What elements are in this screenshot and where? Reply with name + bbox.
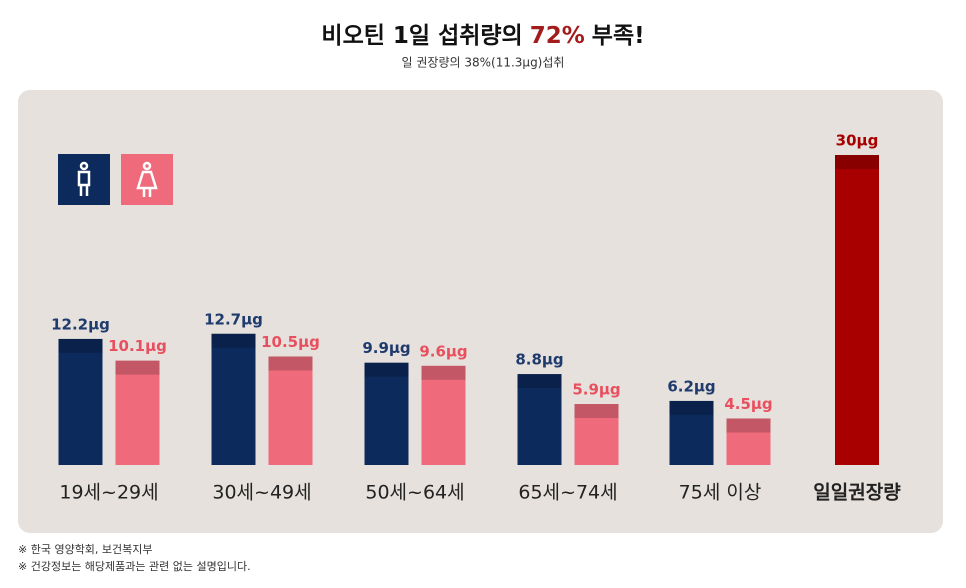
x-tick-label: 50세~64세	[365, 482, 464, 504]
value-label: 12.2μg	[51, 315, 110, 333]
bar-shade	[726, 418, 771, 433]
bar-shade	[58, 338, 103, 353]
bar	[364, 362, 409, 465]
x-tick-label: 일일권장량	[813, 482, 901, 504]
x-tick-label: 75세 이상	[679, 482, 762, 504]
value-label: 8.8μg	[515, 351, 563, 369]
bar-shade	[268, 356, 313, 371]
bar	[421, 365, 466, 465]
value-label: 5.9μg	[572, 381, 620, 399]
bar	[726, 418, 771, 465]
value-label: 30μg	[836, 132, 879, 150]
bar-shade	[574, 404, 619, 419]
title-part: 비오틴 1일 섭취량의	[321, 23, 522, 49]
female-icon-bg	[121, 154, 173, 205]
bar-shade	[115, 360, 160, 375]
bar-shade	[669, 400, 714, 415]
value-label: 4.5μg	[724, 395, 772, 413]
bar	[574, 404, 619, 465]
x-tick-label: 30세~49세	[212, 482, 311, 504]
bar	[115, 360, 160, 465]
bar-shade	[211, 333, 256, 348]
bar	[268, 356, 313, 465]
note: ※ 한국 영양학회, 보건복지부	[18, 543, 153, 556]
bar	[835, 155, 879, 465]
chart-title: 비오틴 1일 섭취량의 72% 부족!	[321, 23, 644, 49]
bar-shade	[421, 365, 466, 380]
value-label: 10.1μg	[108, 337, 167, 355]
bar	[669, 400, 714, 465]
title-highlight: 72%	[530, 23, 585, 49]
male-icon	[77, 161, 91, 196]
value-label: 10.5μg	[261, 333, 320, 351]
bar	[211, 333, 256, 465]
male-icon-bg	[58, 154, 110, 205]
bar-shade	[835, 155, 879, 169]
value-label: 12.7μg	[204, 310, 263, 328]
title-part: 부족!	[592, 23, 645, 49]
note: ※ 건강정보는 해당제품과는 관련 없는 설명입니다.	[18, 559, 251, 573]
x-tick-label: 19세~29세	[59, 482, 158, 504]
value-label: 9.6μg	[419, 342, 467, 360]
bar	[517, 374, 562, 465]
legend	[58, 154, 173, 205]
value-label: 6.2μg	[667, 377, 715, 395]
bar-shade	[364, 362, 409, 377]
bar	[58, 338, 103, 465]
chart-subtitle: 일 권장량의 38%(11.3μg)섭취	[402, 56, 565, 70]
bar-shade	[517, 374, 562, 389]
value-label: 9.9μg	[362, 339, 410, 357]
x-tick-label: 65세~74세	[518, 482, 617, 504]
female-icon	[136, 161, 158, 197]
